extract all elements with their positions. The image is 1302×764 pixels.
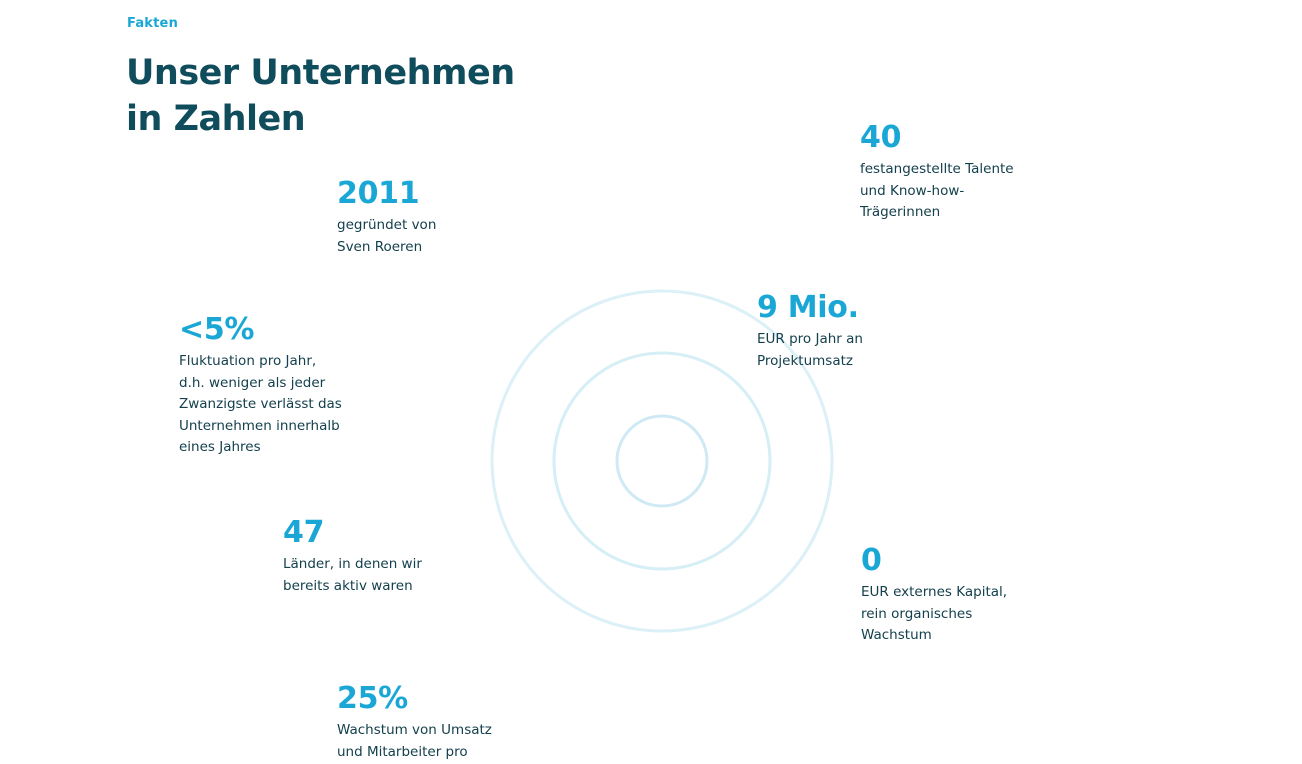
fact-value: 40 (860, 120, 902, 155)
outer-ring (490, 289, 834, 633)
fact-description: gegründet von Sven Roeren (337, 217, 437, 255)
fact-employees: 40 festangestellte Talente und Know-how-… (860, 119, 1014, 224)
fact-value: 9 Mio. (757, 290, 859, 325)
fact-value: 25% (337, 681, 408, 716)
fact-value: <5% (179, 312, 255, 347)
fact-founded: 2011 gegründet von Sven Roeren (337, 175, 436, 258)
fact-value: 47 (283, 515, 325, 550)
section-title-line-1: Unser Unternehmen (126, 53, 515, 93)
fact-countries: 47 Länder, in denen wir bereits aktiv wa… (283, 514, 422, 597)
fact-value: 0 (861, 543, 882, 578)
inner-ring (615, 414, 709, 508)
section-title-line-2: in Zahlen (126, 99, 306, 139)
section-eyebrow: Fakten (127, 16, 179, 31)
fact-description: Länder, in denen wir bereits aktiv waren (283, 556, 422, 594)
fact-fluctuation: <5% Fluktuation pro Jahr, d.h. weniger a… (179, 311, 342, 459)
section-title: Unser Unternehmen in Zahlen (126, 50, 515, 142)
fact-description: EUR externes Kapital, rein organisches W… (861, 584, 1008, 643)
fact-revenue: 9 Mio. EUR pro Jahr an Projektumsatz (757, 289, 863, 372)
fact-value: 2011 (337, 176, 420, 211)
fact-description: EUR pro Jahr an Projektumsatz (757, 331, 863, 369)
fact-growth: 25% Wachstum von Umsatz und Mitarbeiter … (337, 680, 492, 763)
fact-description: Wachstum von Umsatz und Mitarbeiter pro (337, 722, 492, 760)
fact-description: Fluktuation pro Jahr, d.h. weniger als j… (179, 353, 342, 455)
middle-ring (552, 351, 772, 571)
fact-description: festangestellte Talente und Know-how- Tr… (860, 161, 1014, 220)
fact-external-capital: 0 EUR externes Kapital, rein organisches… (861, 542, 1007, 647)
